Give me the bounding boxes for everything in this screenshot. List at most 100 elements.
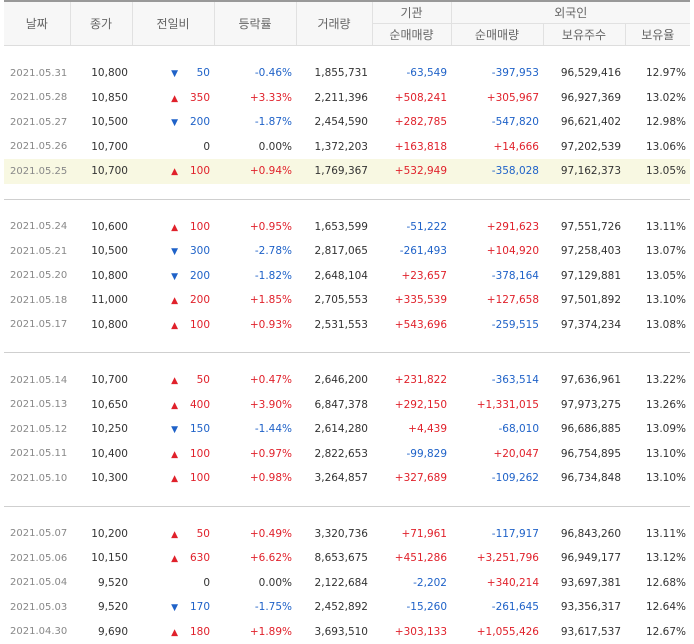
change-cell: ▲100 [132, 159, 214, 184]
shares-cell: 97,202,539 [543, 135, 625, 160]
change-value: 200 [182, 294, 210, 306]
close-cell: 10,500 [70, 110, 132, 135]
volume-cell: 1,855,731 [296, 61, 372, 86]
rate-cell: +0.94% [214, 159, 296, 184]
close-cell: 10,300 [70, 466, 132, 491]
header-institution: 기관 [372, 1, 451, 24]
date-cell: 2021.05.25 [4, 159, 70, 184]
change-value: 50 [182, 528, 210, 540]
volume-cell: 2,646,200 [296, 368, 372, 393]
change-value: 0 [182, 577, 210, 589]
inst-net-cell: +231,822 [372, 368, 451, 393]
date-cell: 2021.05.28 [4, 86, 70, 111]
change-value: 200 [182, 116, 210, 128]
shares-cell: 93,356,317 [543, 595, 625, 620]
change-cell: ▲100 [132, 466, 214, 491]
triangle-down-icon: ▼ [171, 603, 178, 613]
close-cell: 10,700 [70, 368, 132, 393]
ratio-cell: 13.08% [625, 313, 690, 338]
volume-cell: 8,653,675 [296, 546, 372, 571]
foreign-net-cell: +14,666 [451, 135, 543, 160]
ratio-cell: 12.97% [625, 61, 690, 86]
date-cell: 2021.05.26 [4, 135, 70, 160]
date-cell: 2021.05.24 [4, 215, 70, 240]
shares-cell: 97,501,892 [543, 288, 625, 313]
group-spacer [4, 184, 690, 200]
rate-cell: +0.97% [214, 442, 296, 467]
rate-cell: +0.93% [214, 313, 296, 338]
triangle-down-icon: ▼ [171, 247, 178, 257]
change-cell: ▼ 170 [132, 595, 214, 620]
change-value: 170 [182, 601, 210, 613]
ratio-cell: 13.10% [625, 442, 690, 467]
triangle-up-icon: ▲ [171, 450, 178, 460]
rate-cell: +3.90% [214, 393, 296, 418]
ratio-cell: 13.12% [625, 546, 690, 571]
close-cell: 11,000 [70, 288, 132, 313]
rate-cell: -1.44% [214, 417, 296, 442]
volume-cell: 1,653,599 [296, 215, 372, 240]
date-cell: 2021.05.20 [4, 264, 70, 289]
date-cell: 2021.05.17 [4, 313, 70, 338]
close-cell: 10,600 [70, 215, 132, 240]
inst-net-cell: -15,260 [372, 595, 451, 620]
header-change: 전일비 [132, 1, 214, 46]
change-cell: ▼ 300 [132, 239, 214, 264]
group-spacer [4, 46, 690, 62]
date-cell: 2021.05.07 [4, 522, 70, 547]
foreign-net-cell: -117,917 [451, 522, 543, 547]
triangle-up-icon: ▲ [171, 321, 178, 331]
shares-cell: 96,621,402 [543, 110, 625, 135]
volume-cell: 2,452,892 [296, 595, 372, 620]
ratio-cell: 13.10% [625, 466, 690, 491]
change-value: 200 [182, 270, 210, 282]
triangle-up-icon: ▲ [171, 223, 178, 233]
change-cell: ▲200 [132, 288, 214, 313]
shares-cell: 96,949,177 [543, 546, 625, 571]
rate-cell: -0.46% [214, 61, 296, 86]
close-cell: 10,150 [70, 546, 132, 571]
volume-cell: 2,614,280 [296, 417, 372, 442]
group-spacer [4, 507, 690, 522]
date-cell: 2021.05.18 [4, 288, 70, 313]
shares-cell: 97,374,234 [543, 313, 625, 338]
shares-cell: 97,162,373 [543, 159, 625, 184]
volume-cell: 2,822,653 [296, 442, 372, 467]
rate-cell: +0.47% [214, 368, 296, 393]
volume-cell: 1,769,367 [296, 159, 372, 184]
shares-cell: 96,686,885 [543, 417, 625, 442]
change-value: 300 [182, 245, 210, 257]
volume-cell: 2,648,104 [296, 264, 372, 289]
header-rate: 등락률 [214, 1, 296, 46]
foreign-net-cell: +1,331,015 [451, 393, 543, 418]
foreign-net-cell: -547,820 [451, 110, 543, 135]
close-cell: 10,700 [70, 159, 132, 184]
change-cell: ▲350 [132, 86, 214, 111]
volume-cell: 2,817,065 [296, 239, 372, 264]
close-cell: 9,520 [70, 571, 132, 596]
foreign-net-cell: -261,645 [451, 595, 543, 620]
change-cell: ▲400 [132, 393, 214, 418]
foreign-net-cell: -68,010 [451, 417, 543, 442]
close-cell: 10,400 [70, 442, 132, 467]
shares-cell: 97,258,403 [543, 239, 625, 264]
rate-cell: +0.95% [214, 215, 296, 240]
close-cell: 9,690 [70, 620, 132, 644]
group-spacer [4, 353, 690, 368]
foreign-net-cell: +3,251,796 [451, 546, 543, 571]
header-date: 날짜 [4, 1, 70, 46]
change-value: 100 [182, 472, 210, 484]
triangle-down-icon: ▼ [171, 272, 178, 282]
change-cell: ▲100 [132, 442, 214, 467]
group-spacer [4, 491, 690, 507]
shares-cell: 97,973,275 [543, 393, 625, 418]
triangle-up-icon: ▲ [171, 530, 178, 540]
inst-net-cell: +4,439 [372, 417, 451, 442]
volume-cell: 3,264,857 [296, 466, 372, 491]
shares-cell: 96,529,416 [543, 61, 625, 86]
change-value: 0 [182, 141, 210, 153]
date-cell: 2021.05.14 [4, 368, 70, 393]
